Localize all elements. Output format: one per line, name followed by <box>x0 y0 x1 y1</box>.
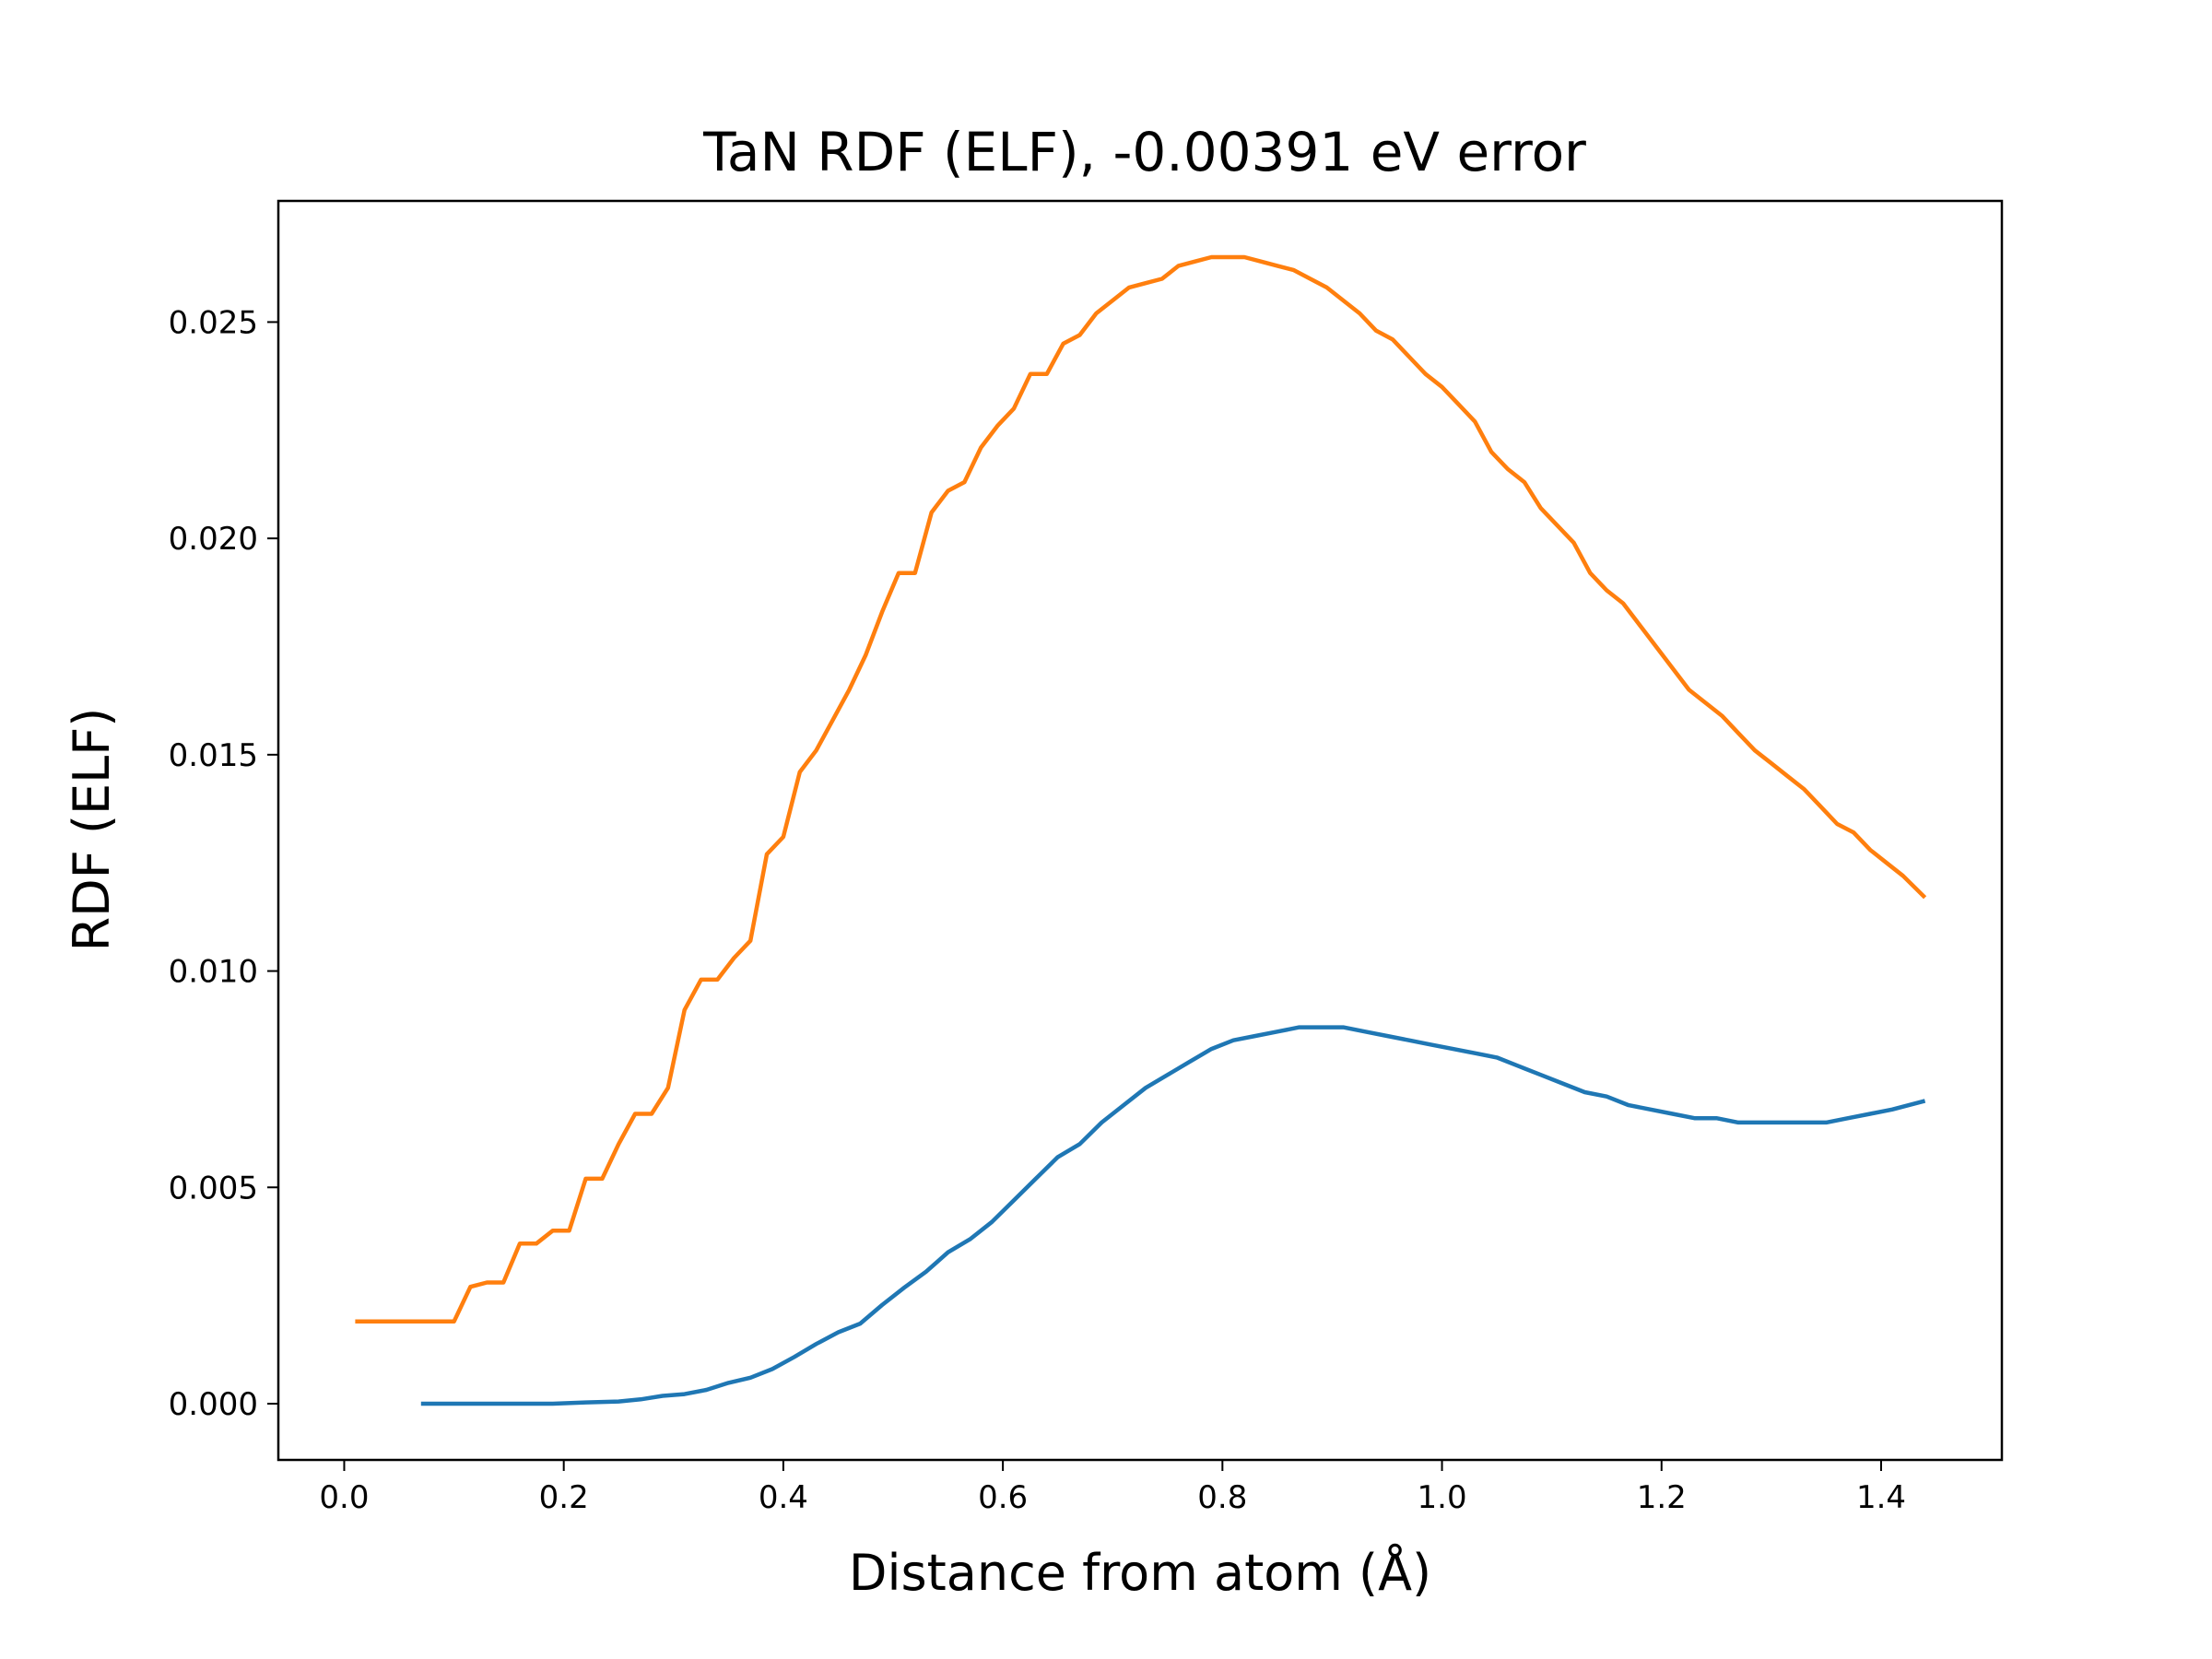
x-tick-label: 0.2 <box>539 1479 589 1516</box>
y-axis-ticks: 0.000 0.005 0.010 0.015 0.020 0.025 <box>169 304 278 1423</box>
series-line-2 <box>355 254 1927 1324</box>
x-tick-label: 1.4 <box>1856 1479 1906 1516</box>
y-axis-label: RDF (ELF) <box>63 708 121 952</box>
x-tick-label: 1.0 <box>1418 1479 1467 1516</box>
x-tick-label: 0.4 <box>759 1479 808 1516</box>
y-tick-label: 0.025 <box>169 304 258 341</box>
x-tick-label: 1.2 <box>1637 1479 1687 1516</box>
chart-title: TaN RDF (ELF), -0.00391 eV error <box>702 121 1586 183</box>
plot-lines <box>355 254 1927 1406</box>
y-tick-label: 0.015 <box>169 737 258 774</box>
x-tick-label: 0.8 <box>1197 1479 1247 1516</box>
x-tick-label: 0.6 <box>978 1479 1028 1516</box>
plot-frame <box>276 199 2004 1462</box>
y-tick-label: 0.010 <box>169 954 258 991</box>
series-line-1 <box>420 1025 1926 1406</box>
x-tick-label: 0.0 <box>319 1479 369 1516</box>
y-tick-label: 0.020 <box>169 521 258 558</box>
y-tick-label: 0.000 <box>169 1386 258 1423</box>
x-axis-ticks: 0.0 0.2 0.4 0.6 0.8 1.0 1.2 1.4 <box>319 1460 1906 1516</box>
x-axis-label: Distance from atom (Å) <box>849 1543 1431 1602</box>
y-tick-label: 0.005 <box>169 1170 258 1206</box>
